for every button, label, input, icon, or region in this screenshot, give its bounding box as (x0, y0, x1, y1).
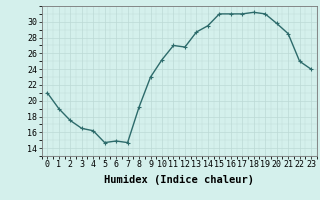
X-axis label: Humidex (Indice chaleur): Humidex (Indice chaleur) (104, 175, 254, 185)
